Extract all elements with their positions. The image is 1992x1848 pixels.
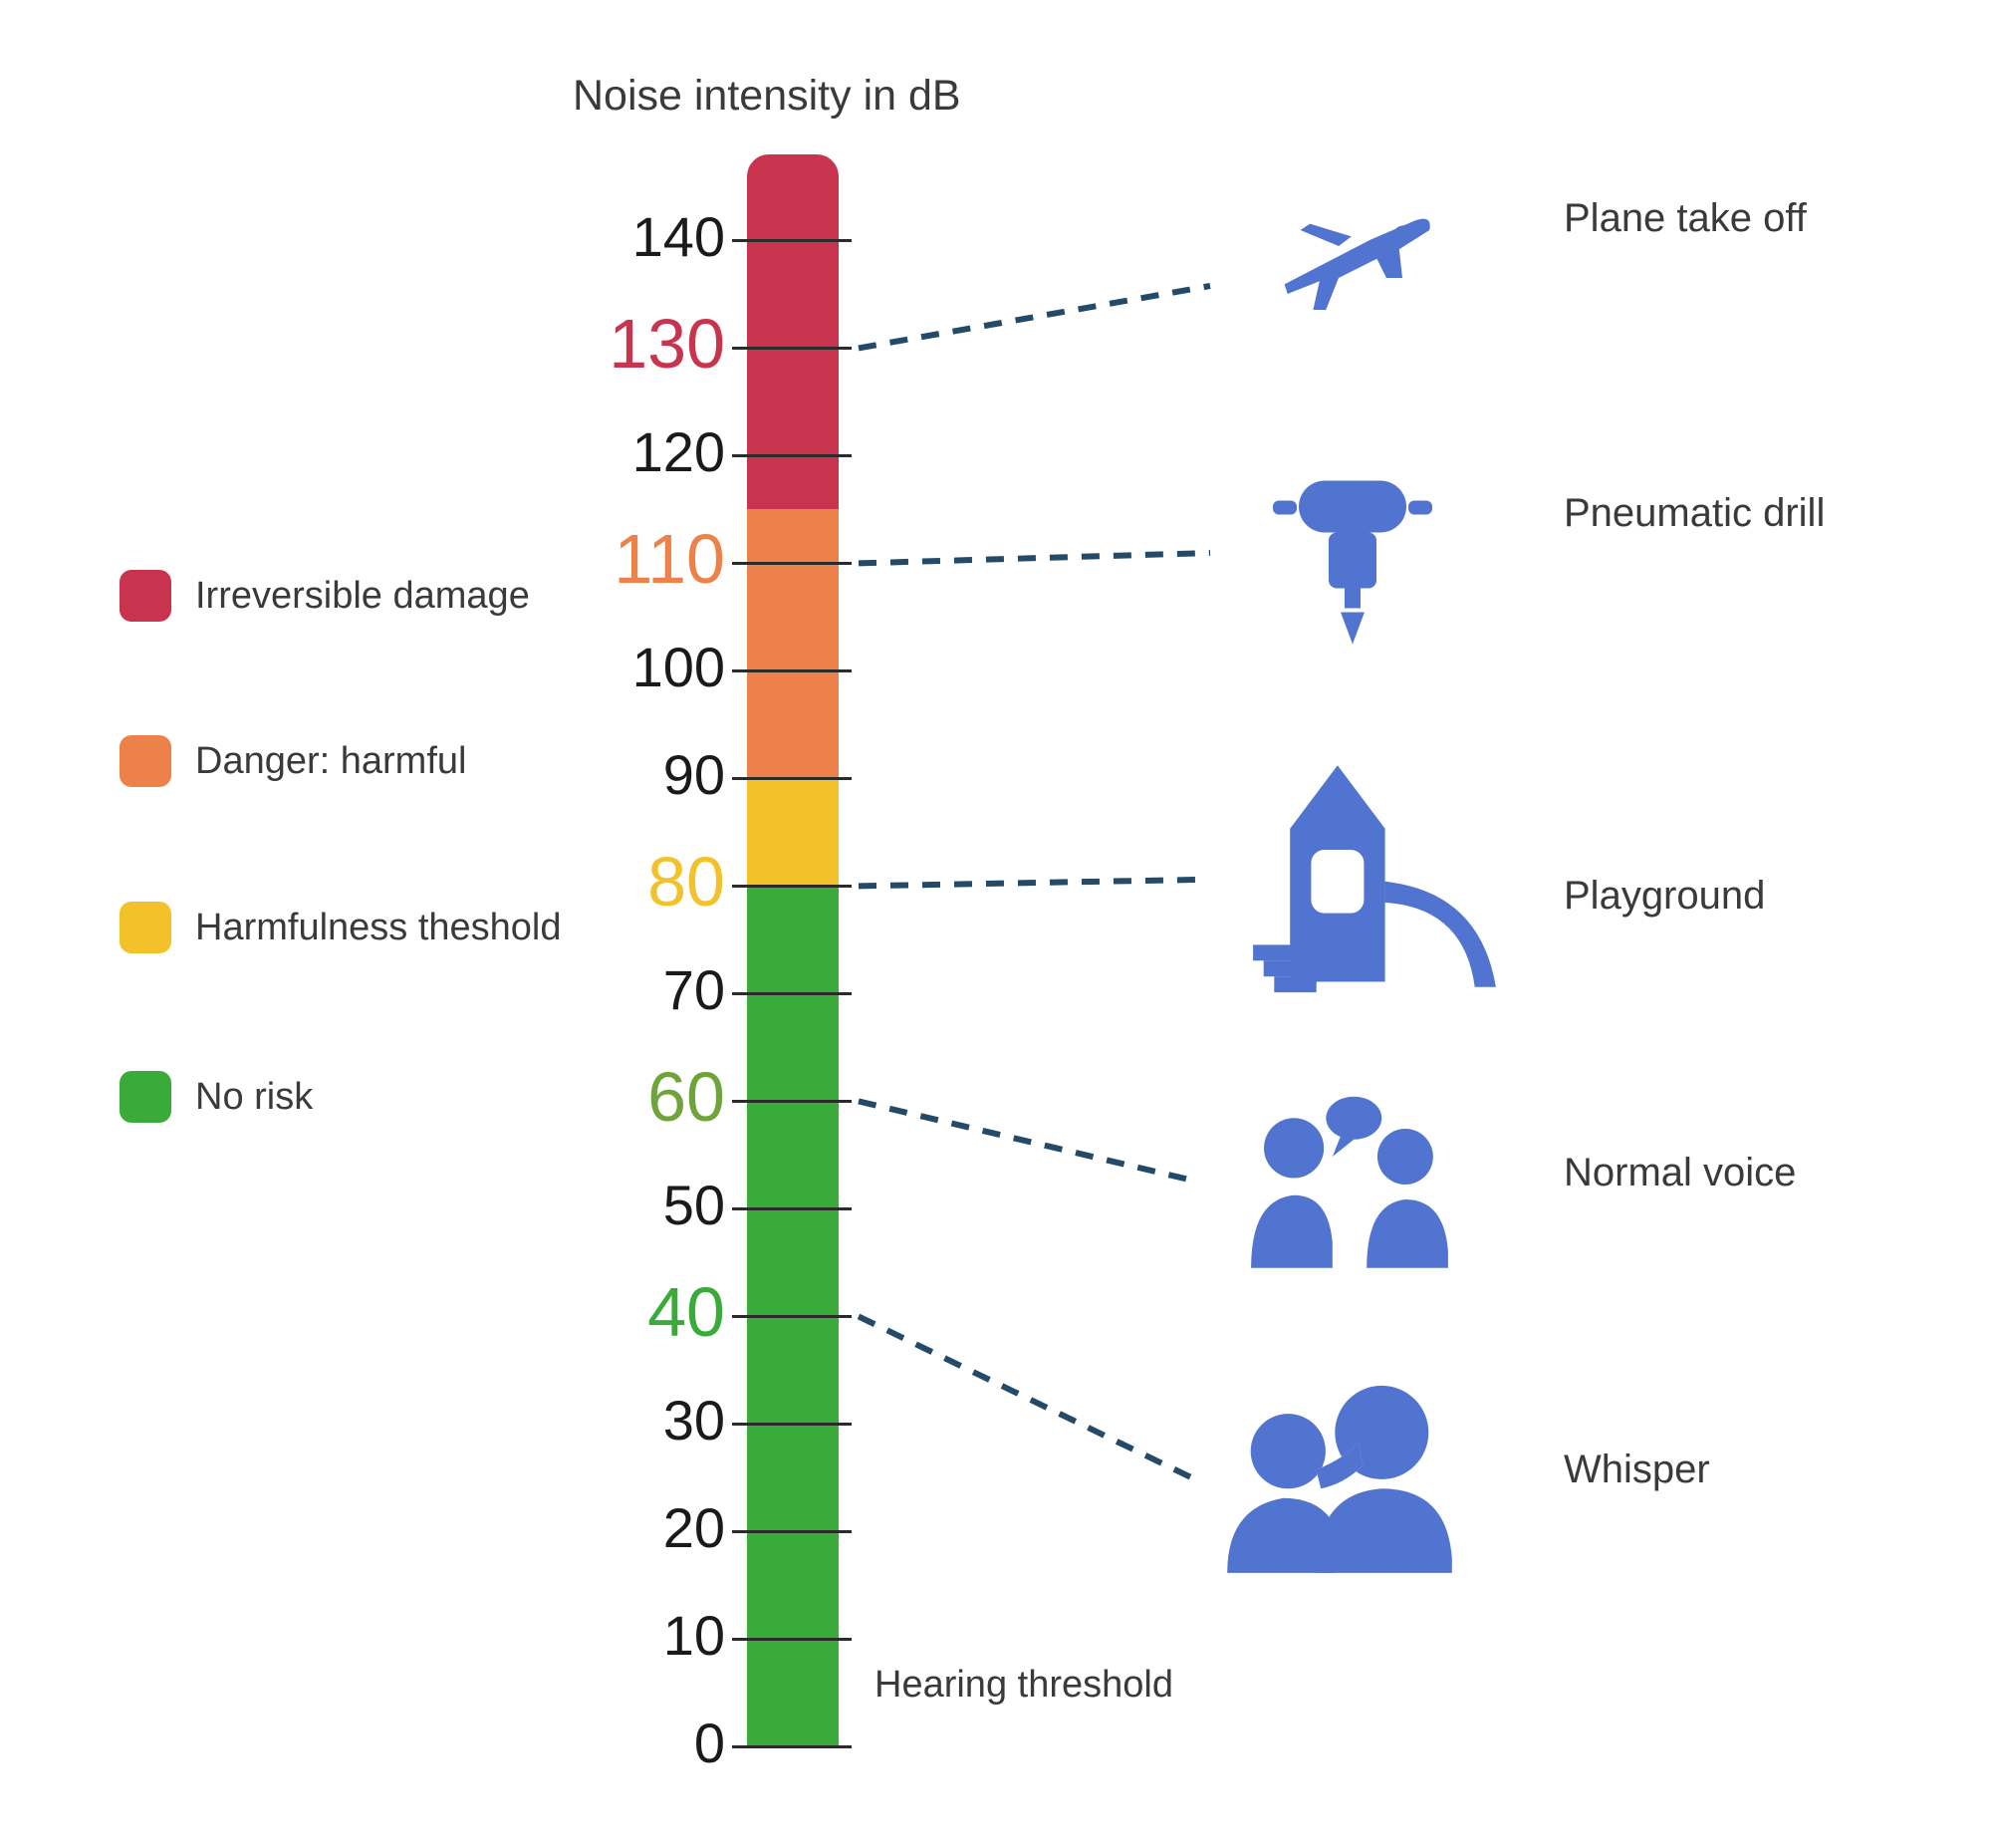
legend-label: Danger: harmful [195, 740, 466, 783]
tick-label: 110 [576, 519, 725, 599]
legend-label: No risk [195, 1076, 313, 1119]
tick-label: 70 [576, 957, 725, 1022]
tick-label: 40 [576, 1272, 725, 1352]
drill-icon [1253, 430, 1452, 674]
tick-label: 100 [576, 635, 725, 699]
tick-line [732, 777, 852, 780]
legend-swatch [120, 735, 171, 787]
tick-label: 130 [576, 304, 725, 384]
tick-line [732, 347, 852, 350]
tick-line [732, 885, 852, 888]
tick-line [732, 1100, 852, 1103]
example-label-voice: Normal voice [1564, 1151, 1796, 1195]
tick-label: 140 [576, 204, 725, 269]
tick-label: 120 [576, 419, 725, 484]
example-label-plane: Plane take off [1564, 196, 1807, 241]
legend-swatch [120, 1071, 171, 1123]
tick-line [732, 1423, 852, 1426]
voice-icon [1200, 1071, 1499, 1285]
legend-item: Irreversible damage [120, 570, 530, 622]
chart-title: Noise intensity in dB [573, 72, 961, 121]
example-label-playground: Playground [1564, 874, 1765, 919]
legend-swatch [120, 570, 171, 622]
tick-label: 30 [576, 1388, 725, 1452]
connector-drill [859, 553, 1210, 563]
tick-line [732, 562, 852, 565]
tick-line [732, 239, 852, 242]
tick-label: 20 [576, 1495, 725, 1560]
tick-line [732, 992, 852, 995]
bar-zone [747, 509, 839, 778]
tick-line [732, 1315, 852, 1318]
example-label-whisper: Whisper [1564, 1448, 1710, 1492]
tick-line [732, 1530, 852, 1533]
legend-label: Harmfulness theshold [195, 907, 562, 949]
legend-item: No risk [120, 1071, 313, 1123]
tick-line [732, 669, 852, 672]
legend-item: Danger: harmful [120, 735, 466, 787]
legend-swatch [120, 902, 171, 953]
legend-item: Harmfulness theshold [120, 902, 562, 953]
hearing-threshold-label: Hearing threshold [874, 1664, 1173, 1707]
tick-line [732, 454, 852, 457]
example-label-drill: Pneumatic drill [1564, 491, 1825, 536]
tick-label: 80 [576, 842, 725, 922]
plane-icon [1220, 182, 1489, 342]
tick-line [732, 1207, 852, 1210]
tick-line [732, 1638, 852, 1641]
legend-label: Irreversible damage [195, 575, 530, 618]
whisper-icon [1190, 1353, 1489, 1587]
playground-icon [1235, 744, 1514, 1008]
tick-line [732, 1745, 852, 1748]
connector-playground [859, 880, 1195, 886]
connector-voice [859, 1101, 1193, 1181]
connector-whisper [859, 1316, 1195, 1479]
tick-label: 60 [576, 1057, 725, 1137]
tick-label: 90 [576, 742, 725, 807]
tick-label: 0 [576, 1711, 725, 1775]
connector-plane [859, 286, 1210, 348]
tick-label: 50 [576, 1173, 725, 1237]
tick-label: 10 [576, 1603, 725, 1668]
bar-zone [747, 778, 839, 886]
